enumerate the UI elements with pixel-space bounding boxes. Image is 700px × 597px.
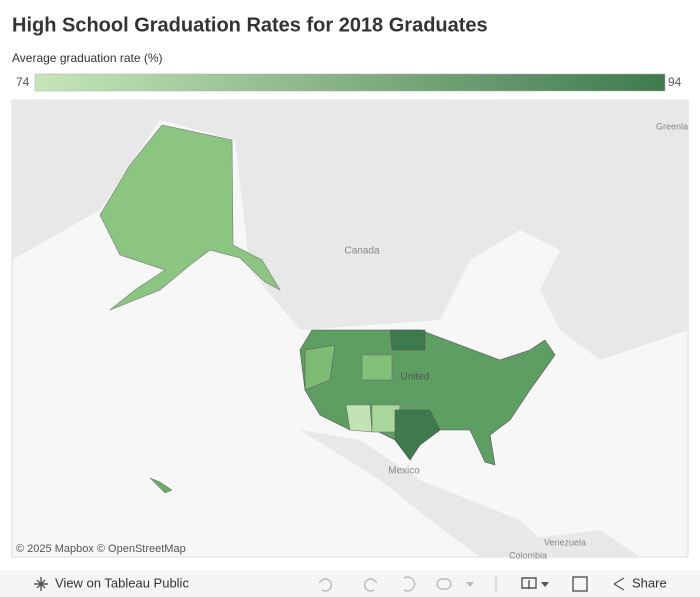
map-label: Mexico bbox=[388, 466, 420, 477]
attribution: © 2025 Mapbox © OpenStreetMap bbox=[16, 543, 186, 555]
region bbox=[389, 329, 426, 351]
region bbox=[361, 354, 393, 381]
view-button[interactable]: View on Tableau Public bbox=[34, 575, 189, 591]
fullscreen-icon[interactable] bbox=[572, 576, 588, 592]
share-icon bbox=[613, 577, 625, 591]
region bbox=[394, 409, 441, 461]
dropdown[interactable] bbox=[541, 582, 549, 587]
region bbox=[304, 344, 336, 391]
refresh-icon[interactable] bbox=[436, 578, 452, 590]
map-label: Colombia bbox=[509, 550, 547, 560]
download-icon[interactable] bbox=[521, 577, 537, 589]
region bbox=[345, 404, 373, 433]
land bbox=[300, 430, 560, 557]
map[interactable]: Canada United Mexico Greenla Venezuela C… bbox=[11, 99, 689, 560]
map-label: United bbox=[401, 372, 430, 383]
legend-max: 94 bbox=[668, 75, 682, 89]
tableau-icon bbox=[34, 577, 48, 591]
land bbox=[12, 100, 688, 360]
land bbox=[520, 530, 640, 557]
view-link[interactable]: View on Tableau Public bbox=[55, 575, 189, 590]
share-link[interactable]: Share bbox=[632, 575, 667, 590]
revert-icon[interactable] bbox=[403, 576, 416, 592]
title: High School Graduation Rates for 2018 Gr… bbox=[12, 14, 488, 36]
map-label: Venezuela bbox=[544, 537, 586, 547]
legend-min: 74 bbox=[16, 75, 30, 89]
map-label: Greenla bbox=[656, 121, 688, 131]
toolbar bbox=[0, 570, 700, 597]
undo-icon[interactable] bbox=[318, 578, 332, 592]
legend-title: Average graduation rate (%) bbox=[12, 51, 163, 65]
alaska bbox=[99, 124, 281, 311]
hawaii bbox=[149, 477, 173, 494]
dropdown[interactable] bbox=[466, 582, 474, 587]
redo-icon[interactable] bbox=[364, 578, 378, 592]
legend-gradient bbox=[34, 73, 666, 92]
map-label: Canada bbox=[344, 246, 379, 257]
share-button[interactable]: Share bbox=[613, 575, 667, 591]
